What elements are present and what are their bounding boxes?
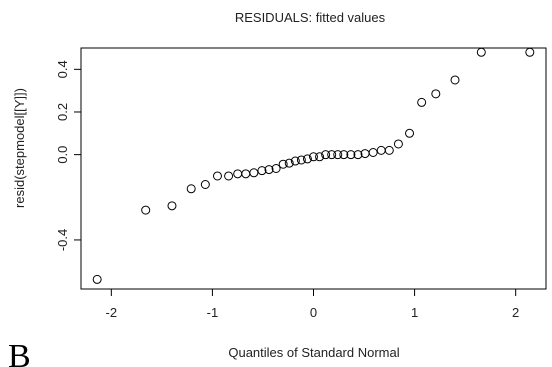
data-point — [92, 274, 102, 284]
data-point — [141, 205, 151, 215]
x-tick-label: 1 — [411, 305, 418, 320]
data-point — [368, 148, 378, 158]
data-point — [327, 150, 337, 160]
data-point — [450, 75, 460, 85]
figure-panel-label: B — [8, 338, 31, 367]
x-tick-label: 0 — [310, 305, 317, 320]
data-points — [92, 47, 535, 284]
data-point — [525, 47, 535, 57]
data-point — [257, 166, 267, 176]
data-point — [249, 168, 259, 178]
data-point — [284, 158, 294, 168]
data-point — [309, 152, 318, 162]
y-axis: -0.4 0.0 0.2 0.4 — [55, 60, 81, 251]
x-axis: -2 -1 0 1 2 — [106, 289, 519, 320]
data-point — [271, 164, 281, 173]
y-tick-label: 0.0 — [55, 146, 70, 164]
data-point — [333, 150, 343, 160]
data-point — [346, 150, 356, 160]
data-point — [241, 169, 251, 179]
data-point — [417, 97, 427, 107]
data-point — [405, 128, 415, 138]
chart-title: RESIDUALS: fitted values — [235, 10, 386, 25]
x-tick-label: 2 — [512, 305, 519, 320]
x-axis-label: Quantiles of Standard Normal — [228, 345, 399, 360]
data-point — [393, 139, 403, 149]
data-point — [384, 145, 394, 155]
data-point — [278, 159, 288, 169]
y-tick-label: -0.4 — [55, 229, 70, 251]
data-point — [302, 154, 312, 164]
data-point — [200, 179, 210, 189]
data-point — [167, 201, 177, 211]
y-tick-label: 0.4 — [55, 60, 70, 78]
x-tick-label: -1 — [207, 305, 219, 320]
data-point — [315, 152, 325, 162]
data-point — [376, 145, 386, 155]
data-point — [296, 155, 306, 165]
y-axis-label: resid(stepmodel[[Y]]) — [12, 88, 27, 208]
data-point — [431, 89, 441, 99]
data-point — [353, 150, 363, 160]
data-point — [233, 169, 243, 179]
data-point — [290, 156, 300, 166]
data-point — [339, 150, 349, 160]
plot-frame — [80, 47, 547, 290]
data-point — [476, 47, 486, 57]
data-point — [212, 171, 222, 181]
data-point — [321, 150, 331, 160]
data-point — [186, 184, 196, 194]
data-point — [264, 165, 274, 175]
data-point — [224, 171, 234, 181]
y-tick-label: 0.2 — [55, 103, 70, 121]
x-tick-label: -2 — [106, 305, 118, 320]
